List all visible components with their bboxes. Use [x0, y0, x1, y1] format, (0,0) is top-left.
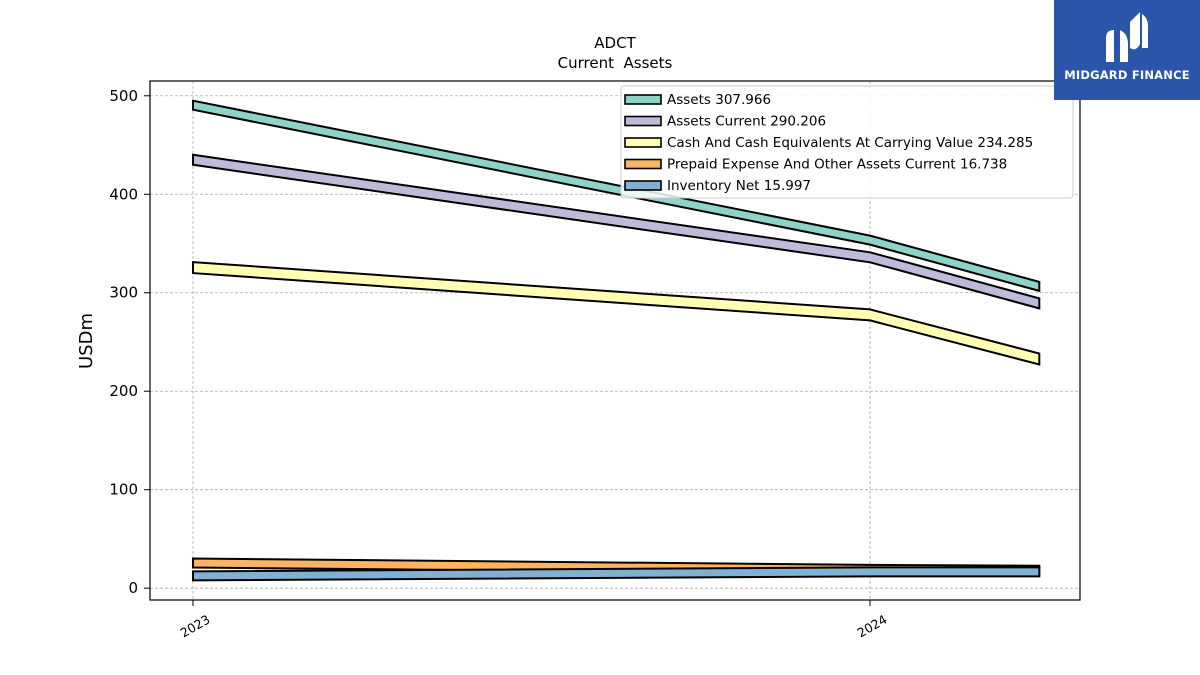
- legend-swatch: [624, 94, 662, 105]
- chart-subtitle: Current Assets: [558, 54, 673, 72]
- y-tick-label: 0: [128, 579, 138, 597]
- plot-frame: [149, 80, 1081, 601]
- series-layer: [192, 99, 1041, 582]
- legend-label: Assets 307.966: [667, 92, 771, 108]
- legend-label: Prepaid Expense And Other Assets Current…: [667, 157, 1007, 173]
- y-tick-label: 300: [109, 284, 138, 302]
- legend-label: Cash And Cash Equivalents At Carrying Va…: [667, 135, 1033, 151]
- y-tick-label: 400: [109, 185, 138, 203]
- brand-logo: MIDGARD FINANCE: [1054, 0, 1200, 100]
- legend: Assets 307.966 Assets Current 290.206 Cash…: [620, 85, 1074, 199]
- chart-title: ADCT: [594, 34, 636, 52]
- series-band: [192, 261, 1041, 366]
- y-tick-label: 200: [109, 382, 138, 400]
- legend-swatch: [624, 115, 662, 127]
- legend-swatch: [624, 180, 662, 191]
- legend-box: [620, 85, 1074, 199]
- legend-swatch: [624, 137, 662, 148]
- series-band: [192, 566, 1041, 582]
- series-band: [192, 153, 1041, 310]
- y-tick-label: 500: [109, 87, 138, 105]
- brand-name: MIDGARD FINANCE: [1064, 68, 1190, 82]
- legend-label: Assets Current 290.206: [667, 114, 826, 130]
- series-band: [192, 99, 1041, 293]
- y-tick-label: 100: [109, 481, 138, 499]
- legend-label: Inventory Net 15.997: [667, 178, 811, 194]
- legend-swatch: [624, 158, 662, 170]
- axes: 0 100 200 300 400 500 2023 2024: [109, 87, 889, 641]
- x-tick-label: 2023: [177, 612, 212, 641]
- y-axis-label: USDm: [76, 313, 97, 369]
- brand-mark-icon: [1106, 12, 1148, 62]
- x-tick-label: 2024: [854, 612, 889, 641]
